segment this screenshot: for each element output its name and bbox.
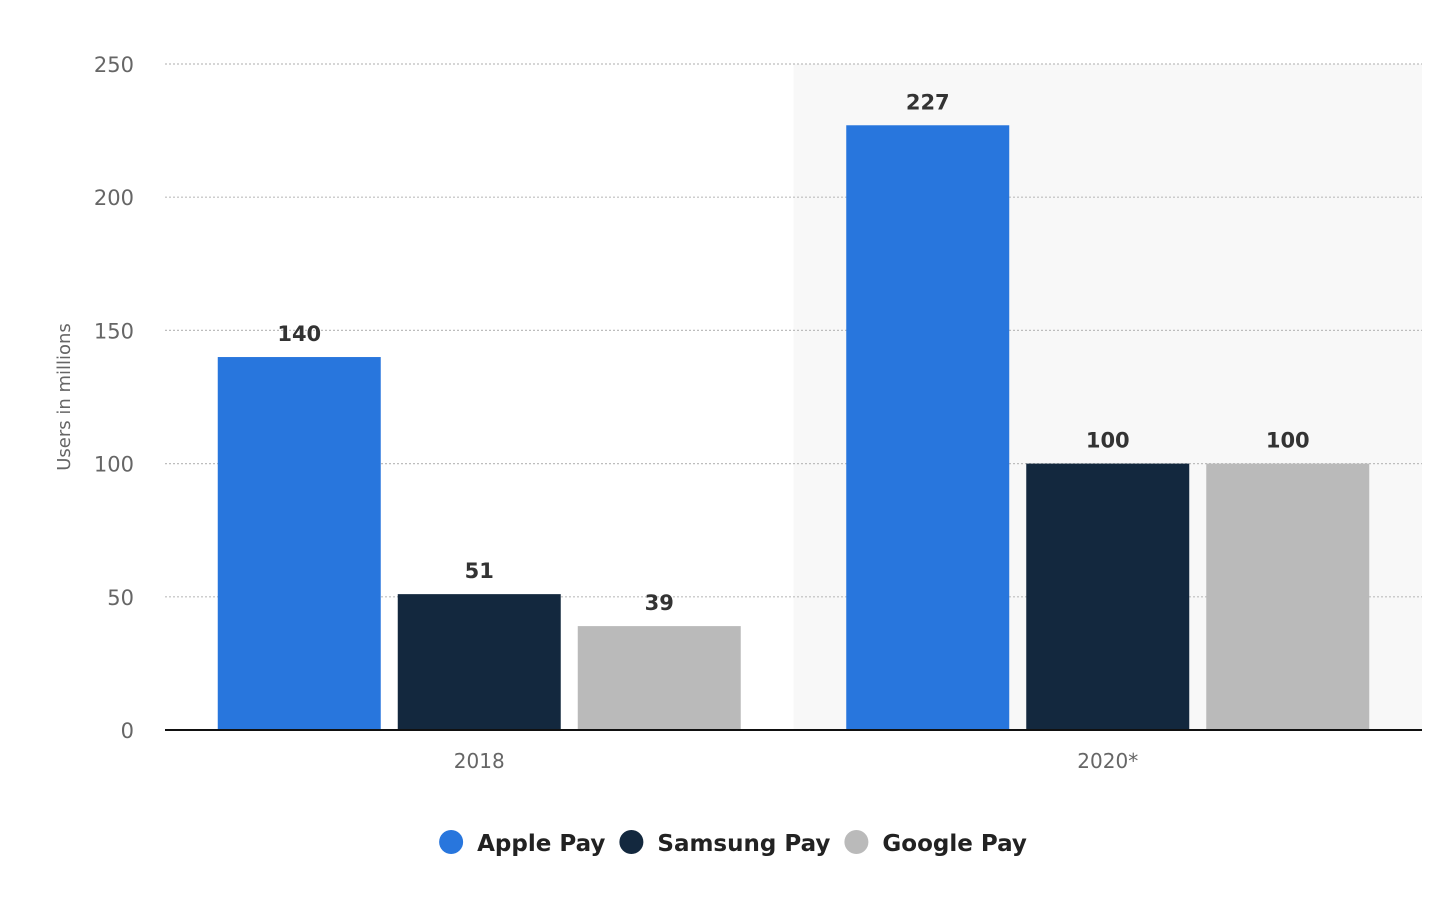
- legend-label-samsung-pay: Samsung Pay: [657, 831, 830, 857]
- bar-google-pay-2020: [1206, 463, 1370, 730]
- bar-apple-pay-2018: [217, 357, 381, 730]
- legend-label-google-pay: Google Pay: [882, 831, 1026, 857]
- y-tick-label-150: 150: [94, 319, 134, 343]
- legend-swatch-google-pay: [844, 830, 869, 854]
- bar-samsung-pay-2020: [1026, 463, 1190, 730]
- bar-google-pay-2018: [577, 626, 741, 730]
- data-label-samsung-pay-2020: 100: [1086, 429, 1130, 453]
- legend-item-samsung-pay[interactable]: Samsung Pay: [619, 830, 830, 857]
- bar-apple-pay-2020: [846, 125, 1010, 731]
- legend-item-apple-pay[interactable]: Apple Pay: [439, 830, 605, 857]
- legend-swatch-apple-pay: [439, 830, 464, 854]
- legend: Apple Pay Samsung Pay Google Pay: [439, 830, 1027, 857]
- x-tick-label-2018: 2018: [454, 749, 505, 773]
- y-tick-label-0: 0: [121, 719, 134, 743]
- y-tick-label-50: 50: [107, 586, 134, 610]
- y-tick-label-250: 250: [94, 53, 134, 77]
- bar-samsung-pay-2018: [397, 594, 561, 730]
- y-tick-label-200: 200: [94, 186, 134, 210]
- data-label-google-pay-2020: 100: [1266, 429, 1310, 453]
- y-axis: 0 50 100 150 200 250: [94, 53, 134, 743]
- y-tick-label-100: 100: [94, 453, 134, 477]
- legend-swatch-samsung-pay: [619, 830, 644, 854]
- y-axis-title: Users in millions: [54, 323, 75, 471]
- data-label-google-pay-2018: 39: [645, 591, 674, 615]
- x-axis: 2018 2020*: [454, 749, 1138, 773]
- data-label-samsung-pay-2018: 51: [465, 559, 494, 583]
- data-label-apple-pay-2020: 227: [906, 90, 950, 114]
- x-tick-label-2020: 2020*: [1077, 749, 1138, 773]
- legend-item-google-pay[interactable]: Google Pay: [844, 830, 1027, 857]
- legend-label-apple-pay: Apple Pay: [477, 831, 605, 857]
- data-labels: 140 51 39 227 100 100: [277, 90, 1309, 615]
- bars: [217, 125, 1370, 731]
- data-label-apple-pay-2018: 140: [277, 322, 321, 346]
